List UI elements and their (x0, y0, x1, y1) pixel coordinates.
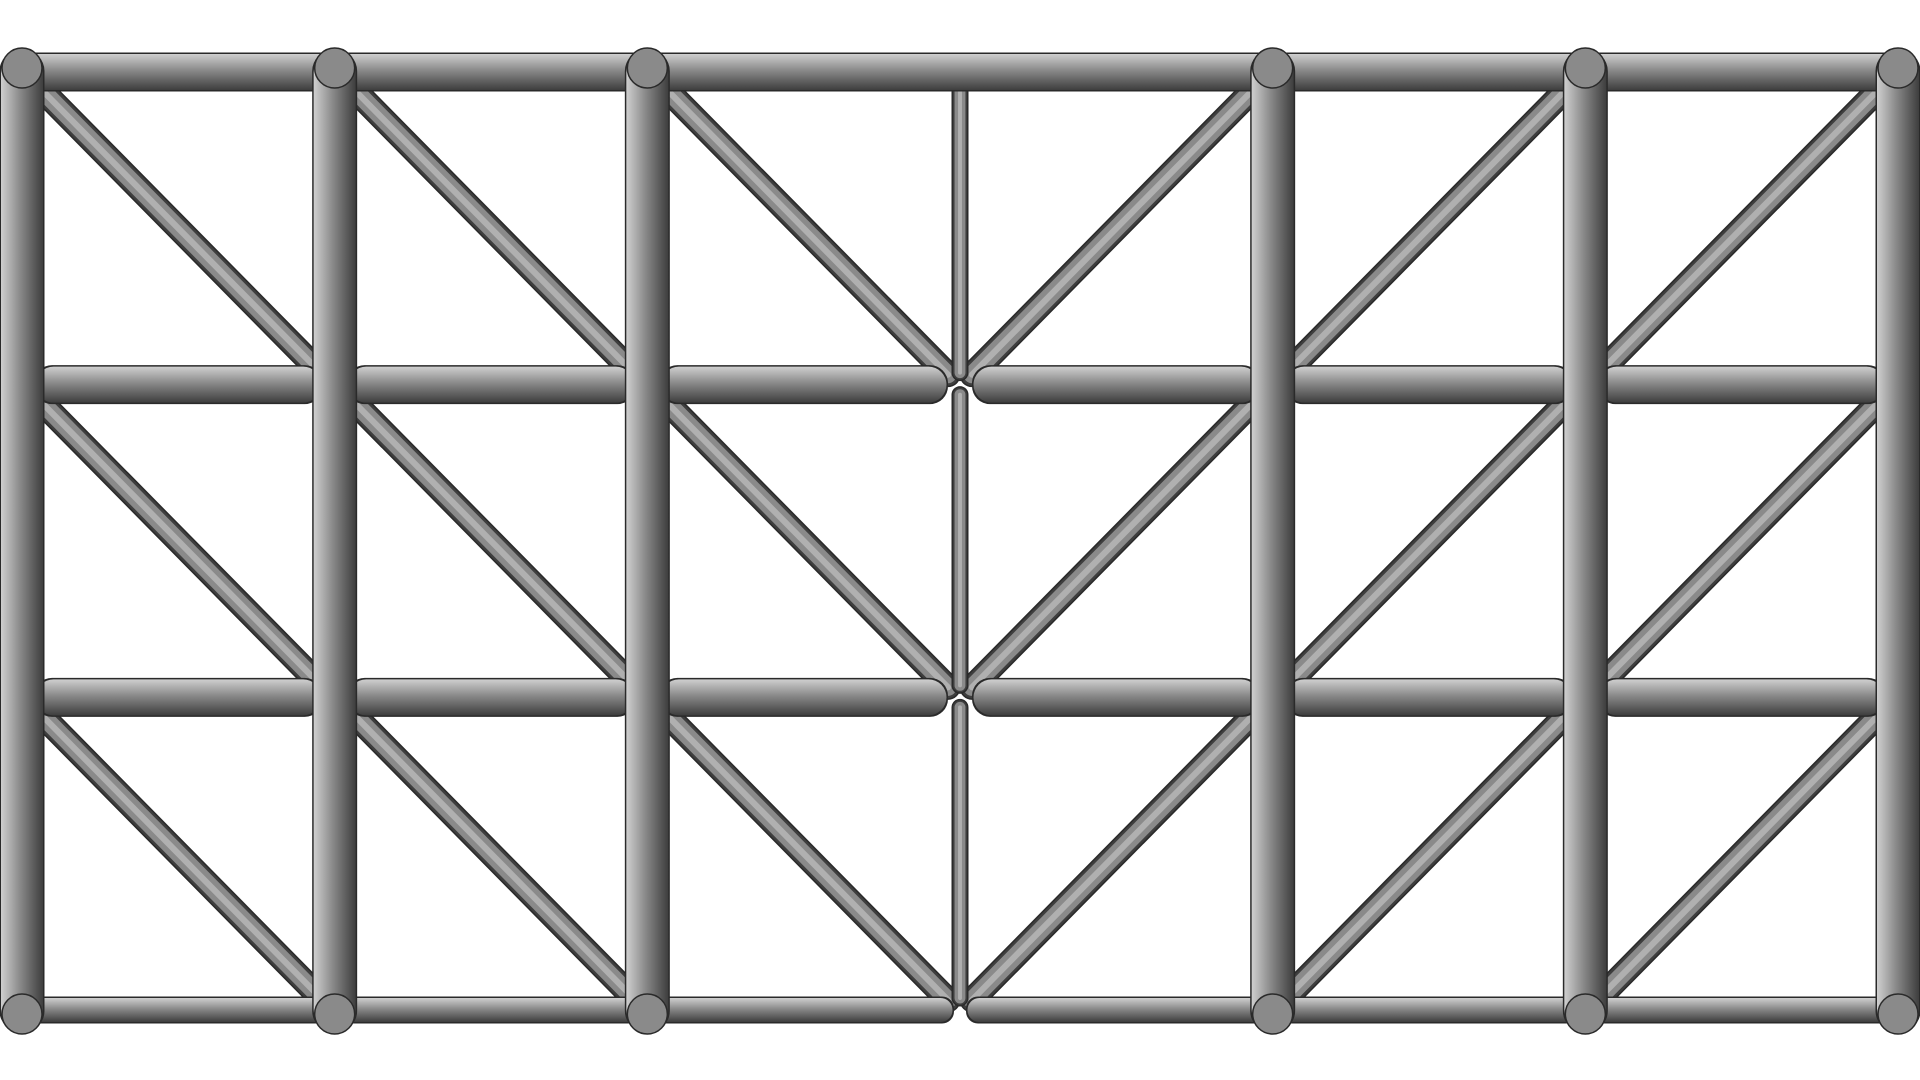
joint-node (1, 47, 43, 89)
diagonal-brace (1584, 380, 1901, 700)
middle-chord-segment (1597, 677, 1886, 717)
middle-chord-segment (34, 677, 323, 717)
vertical-post (0, 50, 45, 1032)
diagonal-brace (1584, 692, 1901, 1013)
vertical-posts (0, 50, 1920, 1032)
diagonal-brace (332, 692, 648, 1013)
bottom-chord-segment (340, 996, 642, 1024)
horizontal-chords (12, 52, 1908, 1024)
joint-node (1251, 993, 1294, 1035)
joint-node (1877, 993, 1919, 1035)
joint-node (626, 993, 669, 1035)
diagonal-brace (644, 692, 961, 1013)
middle-chord-segment (972, 677, 1261, 717)
joint-node (1251, 47, 1294, 89)
middle-chord-segment (1284, 677, 1574, 717)
diagonal-brace (1272, 380, 1588, 700)
vertical-post (1250, 50, 1296, 1032)
diagonal-brace (1272, 692, 1588, 1013)
diagonal-brace (19, 67, 336, 388)
vertical-post (624, 50, 670, 1032)
bottom-chord-segment (966, 996, 1267, 1024)
diagonal-brace (19, 692, 336, 1013)
middle-chord-segment (34, 365, 323, 405)
middle-chord-segment (659, 677, 948, 717)
joint-node (1877, 47, 1919, 89)
diagonal-brace (19, 380, 336, 700)
joint-node (313, 47, 356, 89)
diagonal-brace (959, 67, 1276, 388)
top-chord (12, 52, 1908, 92)
vertical-post (1562, 50, 1608, 1032)
bottom-chord-segment (1278, 996, 1580, 1024)
joint-node (1564, 993, 1607, 1035)
diagonal-brace (1584, 67, 1901, 388)
diagonal-brace (959, 380, 1276, 700)
middle-chord-segment (972, 365, 1261, 405)
middle-chord-segment (1284, 365, 1574, 405)
joint-node (1564, 47, 1607, 89)
middle-chord-segment (659, 365, 948, 405)
diagonal-brace (332, 67, 648, 388)
bottom-chord-segment (28, 996, 329, 1024)
middle-chord-segment (346, 365, 636, 405)
diagonal-members (19, 67, 1901, 1013)
middle-chord-segment (346, 677, 636, 717)
joint-node (1, 993, 43, 1035)
diagonal-brace (1272, 67, 1588, 388)
diagonal-brace (332, 380, 648, 700)
bottom-chord-segment (653, 996, 954, 1024)
diagonal-brace (644, 380, 961, 700)
vertical-post (312, 50, 358, 1032)
joint-node (313, 993, 356, 1035)
diagonal-brace (959, 692, 1276, 1013)
bottom-chord-segment (1591, 996, 1892, 1024)
vertical-post (1875, 50, 1920, 1032)
joint-node (626, 47, 669, 89)
diagonal-brace (644, 67, 961, 388)
middle-chord-segment (1597, 365, 1886, 405)
joint-nodes (1, 47, 1919, 1035)
